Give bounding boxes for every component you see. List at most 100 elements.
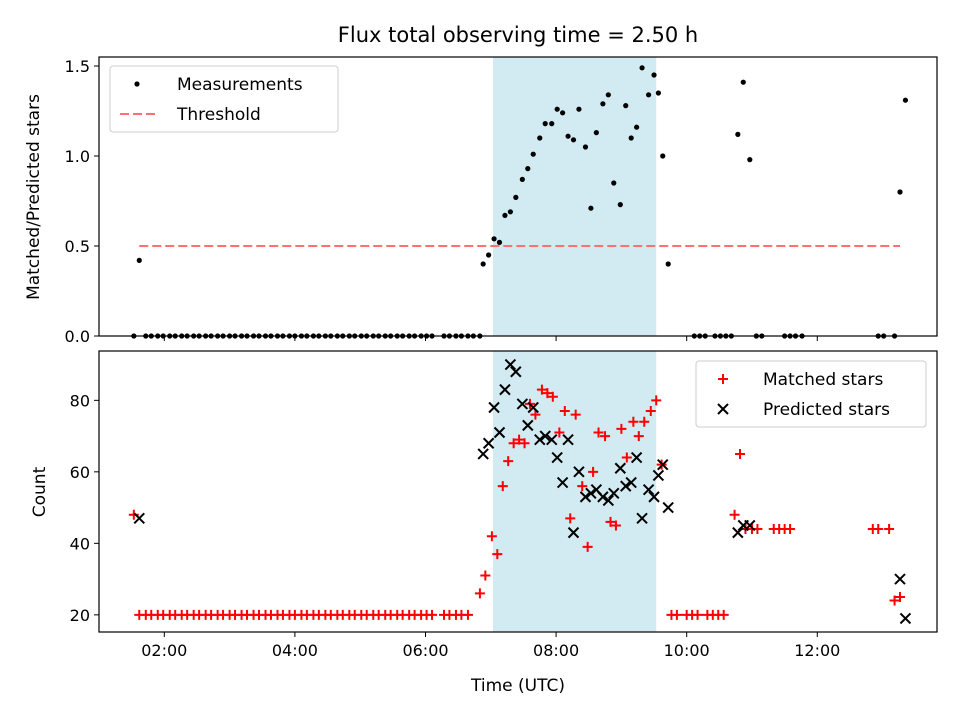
predicted-star-point (585, 487, 597, 499)
measurement-point (582, 144, 589, 150)
measurement-point (611, 180, 617, 186)
measurement-point (549, 121, 555, 127)
measurement-point (897, 189, 903, 195)
matched-star-point (729, 509, 740, 520)
x-axis-label: Time (UTC) (470, 676, 565, 696)
measurement-point (605, 92, 611, 98)
legend: Matched stars Predicted stars (695, 360, 927, 428)
measurement-point (542, 121, 548, 127)
matched-star-point (547, 391, 558, 402)
y-tick-label: 1.0 (65, 147, 90, 166)
measurement-point (651, 72, 657, 78)
measurement-point (645, 92, 652, 98)
predicted-star-point (493, 426, 506, 439)
measurement-point (665, 261, 671, 267)
observing-window-shade (492, 351, 657, 632)
measurement-point (623, 103, 629, 109)
legend-box (109, 65, 339, 133)
predicted-star-point (608, 487, 620, 499)
matched-star-point (889, 595, 900, 606)
matched-star-point (542, 388, 553, 399)
matched-star-point (593, 427, 604, 438)
matched-star-point (633, 431, 644, 442)
measurement-point (496, 239, 503, 245)
predicted-star-point (522, 419, 534, 432)
predicted-star-point (652, 469, 665, 482)
predicted-star-point (516, 398, 529, 410)
matched-star-point (621, 452, 632, 463)
measurement-point (655, 90, 661, 96)
measurement-point (537, 135, 543, 141)
measurement-point (576, 106, 582, 112)
x-tick-label: 12:00 (794, 641, 840, 660)
x-tick-label: 06:00 (402, 641, 448, 660)
predicted-star-point (614, 462, 627, 474)
measurement-point (525, 166, 531, 172)
matched-star-point (884, 524, 895, 535)
y-tick-label: 60 (70, 463, 90, 482)
legend-label: Measurements (177, 75, 303, 95)
y-tick-label: 20 (70, 606, 90, 625)
legend: Measurements Threshold (109, 65, 339, 133)
predicted-star-point (534, 433, 546, 446)
bottom-y-axis-label: Count (30, 466, 50, 517)
matched-star-point (565, 513, 576, 524)
matched-star-point (718, 609, 729, 620)
matched-star-point (894, 591, 905, 602)
observing-window-shade (492, 57, 657, 336)
predicted-star-point (597, 491, 609, 503)
matched-star-point (616, 423, 627, 434)
matched-star-point (582, 541, 593, 552)
measurement-point (560, 110, 566, 116)
predicted-star-point (539, 430, 551, 442)
measurement-point (600, 101, 606, 107)
legend-label: Matched stars (763, 370, 883, 390)
measurement-point (634, 124, 640, 130)
predicted-star-point (579, 491, 592, 503)
measurement-point (136, 257, 142, 263)
measurement-point (740, 79, 746, 85)
top-panel: 0.0 0.5 1.0 1.5 Measurements Threshold (65, 56, 938, 346)
measurement-point (519, 176, 525, 182)
measurement-point (513, 194, 519, 200)
matched-star-point (536, 384, 547, 395)
measurement-point (502, 212, 508, 218)
measurement-point (480, 261, 486, 267)
matched-star-point (671, 609, 682, 620)
measurement-point (588, 205, 594, 211)
matched-star-point (785, 524, 796, 535)
matched-star-point (508, 438, 519, 449)
matched-star-point (503, 456, 514, 467)
matched-star-point (497, 481, 508, 492)
predicted-star-point (648, 491, 660, 503)
predicted-star-point (499, 383, 511, 396)
predicted-star-point (567, 526, 580, 539)
matched-star-point (530, 409, 541, 420)
predicted-star-point (894, 573, 906, 585)
predicted-star-point (642, 484, 655, 496)
predicted-star-point (636, 512, 648, 525)
y-tick-label: 0.0 (65, 327, 90, 346)
measurement-point (565, 133, 571, 139)
matched-star-point (462, 609, 473, 620)
measurement-point (486, 252, 492, 258)
matched-star-point (873, 524, 884, 535)
y-tick-label: 40 (70, 534, 90, 553)
measurement-point (507, 209, 513, 215)
predicted-star-point (562, 433, 574, 446)
predicted-star-point (744, 519, 756, 532)
legend-box (695, 360, 927, 428)
axes-frame (98, 350, 938, 633)
measurement-point (134, 81, 140, 87)
bottom-panel: 20 40 60 80 02:00 04:00 06:00 08:00 10:00 12:00 Ma… (70, 350, 938, 660)
matched-star-point (610, 520, 621, 531)
measurement-point (639, 65, 645, 71)
matched-star-point (427, 609, 438, 620)
matched-star-point (735, 448, 746, 459)
measurement-point (617, 202, 623, 208)
predicted-star-point (551, 451, 563, 464)
predicted-star-point (477, 448, 489, 460)
predicted-star-point (717, 403, 729, 415)
measurement-point (530, 151, 536, 157)
measurement-point (554, 106, 560, 112)
